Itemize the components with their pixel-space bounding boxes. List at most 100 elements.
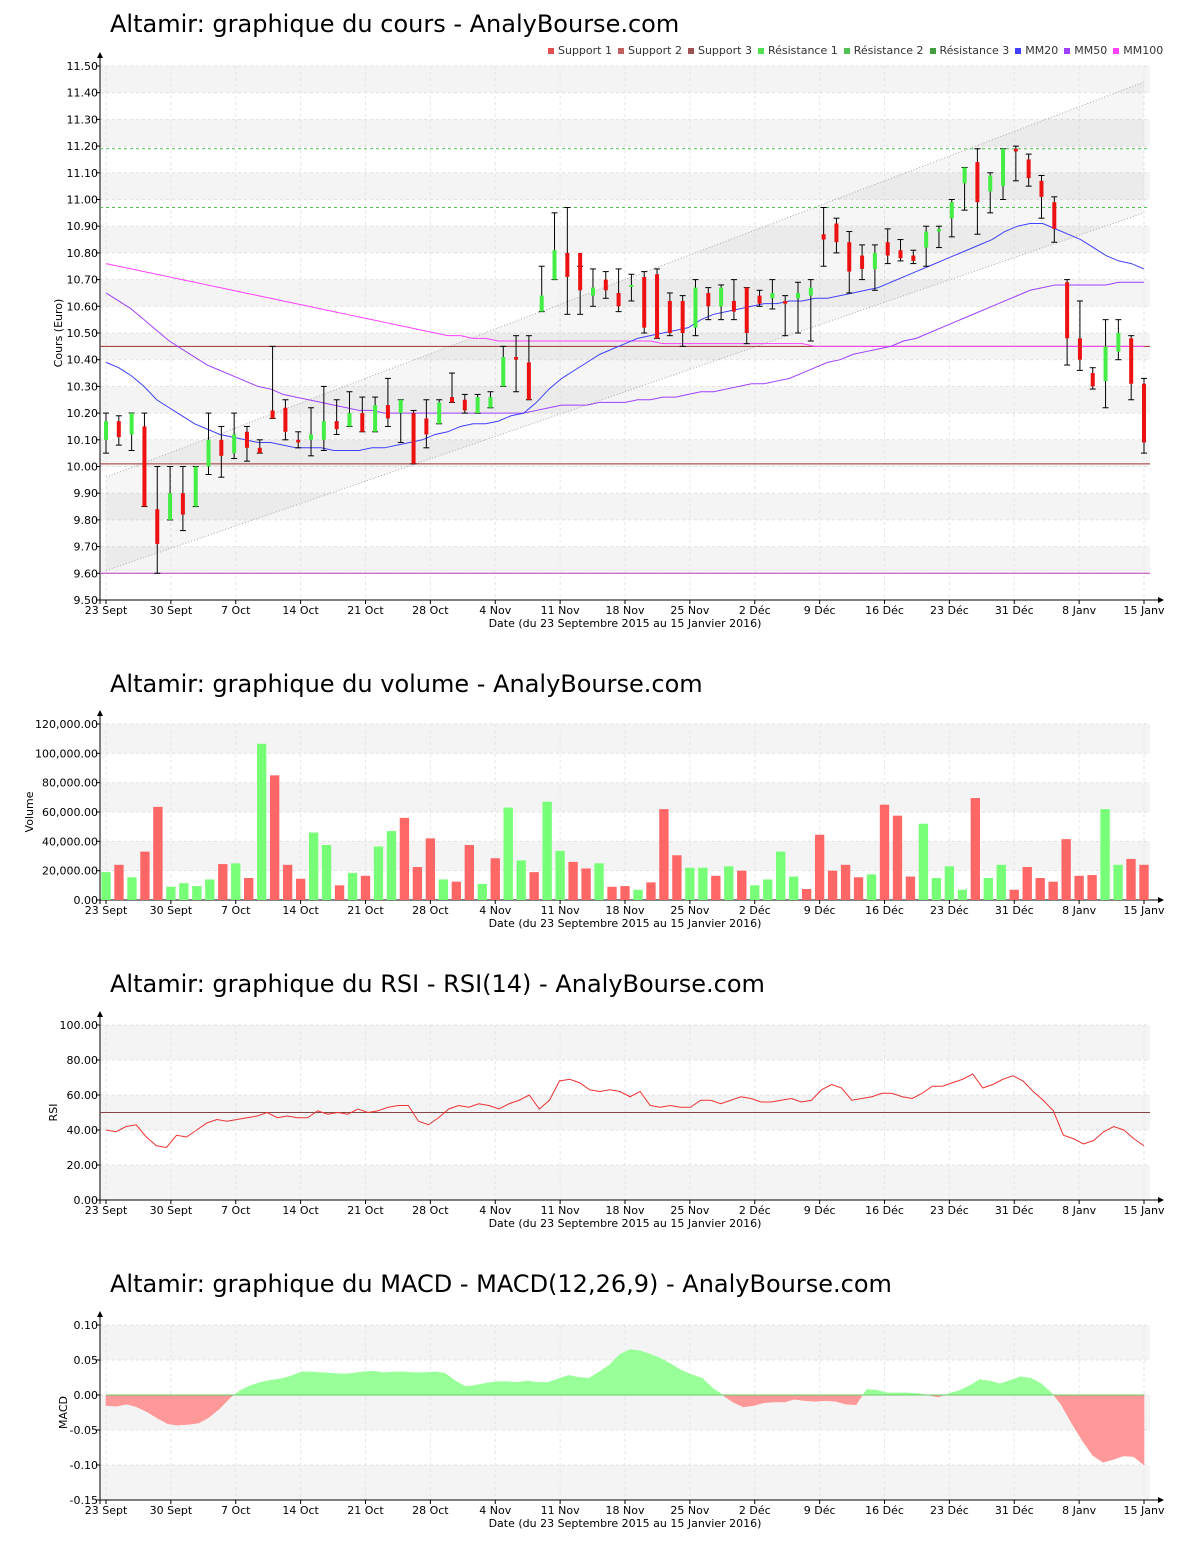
candle (641, 271, 648, 334)
legend-item: Support 2 (617, 44, 682, 57)
macd-area-positive (496, 1381, 508, 1396)
volume-bar (1100, 809, 1110, 900)
volume-bar (425, 838, 436, 900)
legend-item: MM20 (1015, 44, 1058, 57)
candle (987, 172, 994, 214)
macd-area-positive (239, 1385, 251, 1396)
y-tick-label: 9.90 (74, 487, 99, 500)
candle (128, 412, 135, 451)
candle-body (1103, 346, 1108, 382)
macd-area-positive (568, 1375, 580, 1396)
y-tick-label: 0.10 (74, 1319, 99, 1332)
volume-bar (347, 872, 358, 900)
y-axis-arrow (97, 710, 103, 716)
candle (461, 393, 468, 414)
x-tick-label: 16 Déc (865, 1504, 904, 1517)
macd-area-negative (1133, 1394, 1145, 1466)
y-tick-label: 11.20 (67, 140, 99, 153)
candle (615, 268, 622, 313)
y-tick-label: 9.60 (74, 567, 99, 580)
volume-bar (840, 864, 851, 900)
volume-bar (866, 874, 877, 900)
candle (115, 415, 122, 446)
candle-body (629, 284, 634, 287)
y-tick-label: 9.70 (74, 541, 99, 554)
y-axis-title: RSI (47, 1104, 60, 1122)
candle (1115, 319, 1122, 361)
candle (884, 228, 891, 265)
price-chart: 9.50 9.60 9.70 9.80 9.90 10.00 10.10 10.20 10.30… (52, 52, 1165, 630)
candle-body (296, 439, 301, 443)
legend-label: Résistance 3 (939, 44, 1010, 57)
y-tick-label: 60.00 (67, 1089, 99, 1102)
x-tick-label: 25 Nov (670, 1504, 709, 1517)
macd-area-negative (1071, 1394, 1083, 1442)
chart-legend: Support 1 Support 2 Support 3 Résistance 1 R… (548, 44, 1169, 57)
volume-bar (192, 886, 202, 900)
macd-area-positive (557, 1374, 569, 1396)
y-axis-arrow (97, 52, 103, 58)
candle-body (1077, 338, 1082, 360)
x-tick-label: 8 Janv (1062, 1204, 1096, 1217)
candle (423, 399, 430, 449)
volume-bar (892, 815, 903, 900)
volume-bar (750, 885, 760, 900)
volume-bar (568, 861, 578, 900)
x-tick-label: 8 Janv (1062, 1504, 1096, 1517)
macd-area-negative (229, 1395, 234, 1399)
volume-bar (101, 872, 111, 900)
candle (551, 212, 558, 281)
x-tick-label: 18 Nov (606, 1504, 645, 1517)
macd-area-positive (270, 1378, 282, 1396)
candle-body (424, 418, 429, 435)
volume-bar (386, 831, 397, 900)
candle (974, 148, 981, 235)
x-tick-label: 9 Déc (804, 1204, 836, 1217)
x-tick-label: 16 Déc (865, 604, 904, 617)
macd-area-positive (259, 1379, 271, 1396)
candle (231, 412, 238, 459)
volume-bar (1139, 864, 1149, 900)
volume-bar (685, 867, 695, 900)
volume-bar (516, 860, 526, 900)
macd-area-negative (115, 1394, 127, 1407)
volume-bar (789, 876, 799, 900)
macd-area-positive (290, 1371, 302, 1396)
candle-body (347, 413, 352, 427)
x-tick-label: 25 Nov (670, 1204, 709, 1217)
macd-area-positive (866, 1389, 878, 1396)
x-tick-label: 23 Déc (930, 604, 969, 617)
volume-bar (114, 864, 124, 900)
legend-label: MM100 (1123, 44, 1164, 57)
x-tick-label: 2 Déc (739, 1204, 771, 1217)
volume-bar (931, 878, 942, 900)
legend-label: Résistance 2 (853, 44, 924, 57)
macd-area-positive (485, 1381, 497, 1396)
x-tick-label: 7 Oct (221, 604, 251, 617)
x-tick-label: 18 Nov (606, 604, 645, 617)
x-tick-label: 2 Déc (739, 904, 771, 917)
candle-body (565, 252, 570, 277)
legend-item: Résistance 2 (843, 44, 924, 57)
y-tick-label: -0.15 (70, 1494, 98, 1507)
legend-swatch (843, 47, 850, 54)
x-axis-title: Date (du 23 Septembre 2015 au 15 Janvier… (489, 1517, 762, 1530)
candle (730, 279, 737, 321)
candle-body (808, 287, 813, 296)
volume-bar (801, 889, 812, 900)
candle (436, 399, 443, 425)
candle (1038, 174, 1045, 219)
candle-body (270, 410, 275, 419)
candle-body (1129, 338, 1134, 384)
y-tick-label: 10.60 (67, 300, 99, 313)
candle-body (321, 421, 326, 440)
x-axis-arrow (1158, 597, 1164, 603)
legend-label: MM50 (1074, 44, 1108, 57)
macd-area-positive (1040, 1383, 1052, 1396)
y-tick-label: 120,000.00 (35, 718, 98, 731)
volume-bar (179, 883, 189, 900)
candle (1064, 279, 1071, 366)
candle (654, 268, 661, 339)
candle (807, 279, 814, 342)
candle (846, 231, 853, 294)
